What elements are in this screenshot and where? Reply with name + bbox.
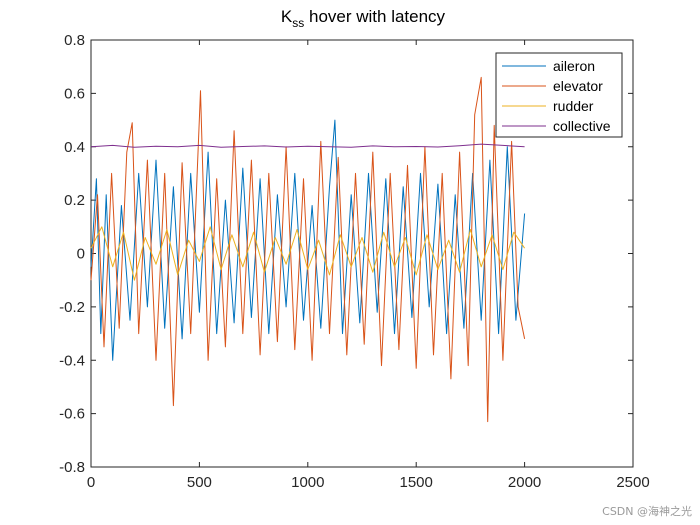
- x-tick-label: 500: [187, 474, 212, 491]
- series-line-aileron: [90, 119, 526, 361]
- y-tick-label: 0.4: [64, 139, 85, 156]
- x-tick-label: 2500: [616, 474, 649, 491]
- watermark-text: CSDN @海神之光: [602, 505, 692, 518]
- legend-label-rudder: rudder: [553, 98, 594, 114]
- chart-title-main: K: [281, 7, 293, 26]
- chart-title-subscript: ss: [292, 16, 304, 30]
- legend-box: [495, 52, 623, 138]
- x-tick-label: 1000: [291, 474, 324, 491]
- series-line-rudder: [90, 226, 526, 281]
- y-tick-label: -0.2: [59, 299, 85, 316]
- y-tick-label: 0.6: [64, 85, 85, 102]
- chart-title-suffix: hover with latency: [304, 7, 445, 26]
- y-tick-label: -0.6: [59, 406, 85, 423]
- y-tick-label: -0.4: [59, 352, 85, 369]
- legend-label-aileron: aileron: [553, 58, 595, 74]
- y-tick-label: 0: [77, 246, 85, 263]
- x-tick-label: 2000: [508, 474, 541, 491]
- legend-label-elevator: elevator: [553, 78, 603, 94]
- chart-legend: aileron elevator rudder collective: [495, 52, 623, 138]
- y-tick-label: -0.8: [59, 459, 85, 476]
- x-tick-label: 0: [87, 474, 95, 491]
- series-layer: [90, 76, 526, 423]
- y-tick-label: 0.2: [64, 192, 85, 209]
- legend-label-collective: collective: [553, 118, 611, 134]
- x-tick-label: 1500: [400, 474, 433, 491]
- y-tick-label: 0.8: [64, 32, 85, 49]
- chart-title: Kss hover with latency: [281, 7, 446, 30]
- series-line-collective: [90, 143, 525, 148]
